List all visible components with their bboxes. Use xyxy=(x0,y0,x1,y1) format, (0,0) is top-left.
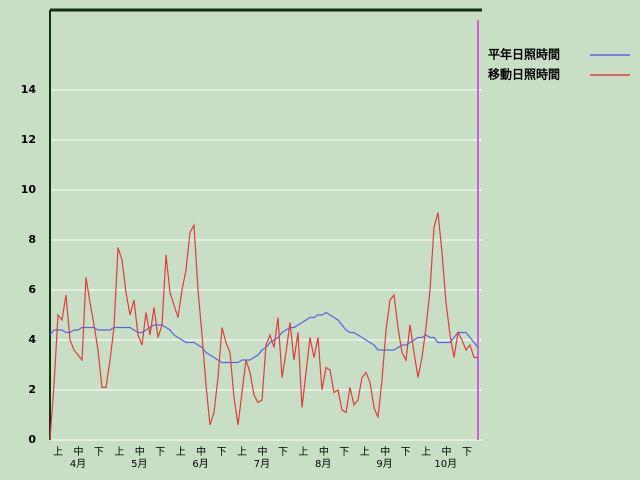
x-tick-label: 中 xyxy=(196,445,206,458)
month-label: 8月 xyxy=(315,458,331,470)
x-tick-label: 下 xyxy=(401,447,411,458)
series-line xyxy=(49,311,479,364)
month-label: 4月 xyxy=(70,458,86,470)
x-tick-label: 下 xyxy=(462,447,472,458)
x-tick-label: 下 xyxy=(217,447,227,458)
x-tick-label: 中 xyxy=(319,445,329,458)
x-tick-label: 中 xyxy=(442,445,452,458)
legend-label: 平年日照時間 xyxy=(488,47,560,62)
x-tick-label: 中 xyxy=(135,445,145,458)
y-tick-label: 6 xyxy=(28,283,36,296)
series-line xyxy=(49,212,478,441)
x-tick-label: 下 xyxy=(155,447,165,458)
month-label: 7月 xyxy=(254,458,270,470)
y-tick-label: 4 xyxy=(28,333,36,346)
x-tick-label: 下 xyxy=(278,447,288,458)
y-tick-label: 8 xyxy=(28,233,36,246)
x-tick-label: 上 xyxy=(176,446,186,458)
month-label: 9月 xyxy=(376,458,392,470)
x-tick-label: 上 xyxy=(114,446,124,458)
y-tick-label: 2 xyxy=(28,383,36,396)
month-label: 10月 xyxy=(434,458,457,470)
x-tick-label: 上 xyxy=(360,446,370,458)
x-tick-label: 下 xyxy=(339,447,349,458)
legend-label: 移動日照時間 xyxy=(488,67,560,82)
x-tick-label: 中 xyxy=(380,445,390,458)
x-tick-label: 上 xyxy=(237,446,247,458)
y-tick-label: 14 xyxy=(21,83,37,96)
x-tick-label: 下 xyxy=(94,447,104,458)
month-label: 5月 xyxy=(131,458,147,470)
x-tick-label: 上 xyxy=(53,446,63,458)
x-tick-label: 上 xyxy=(298,446,308,458)
y-tick-label: 10 xyxy=(21,183,37,196)
x-tick-label: 中 xyxy=(73,445,83,458)
x-tick-label: 中 xyxy=(258,445,268,458)
x-tick-label: 上 xyxy=(421,446,431,458)
month-label: 6月 xyxy=(192,458,208,470)
y-tick-label: 12 xyxy=(21,133,36,146)
y-tick-label: 0 xyxy=(28,433,36,446)
